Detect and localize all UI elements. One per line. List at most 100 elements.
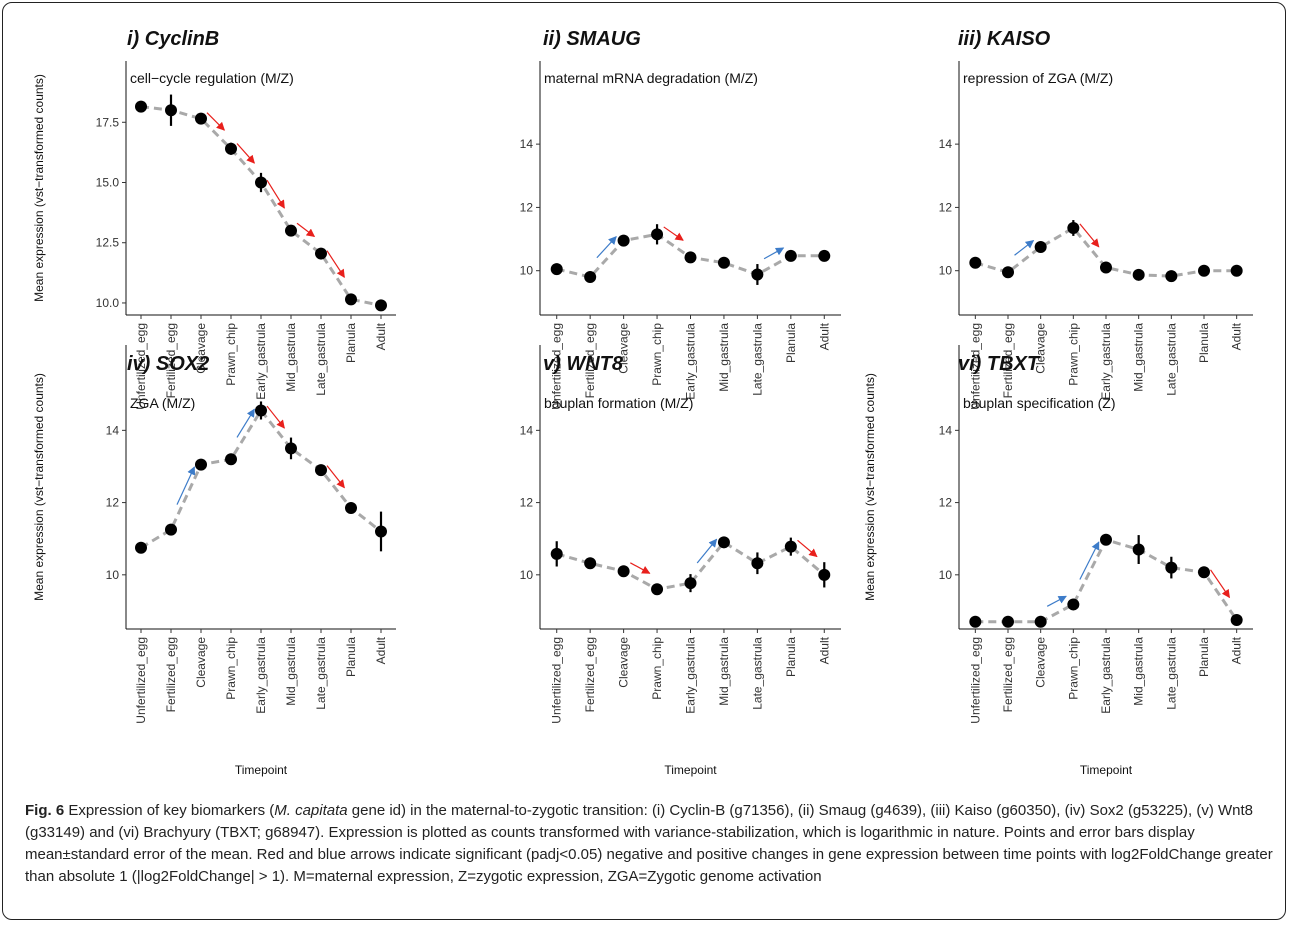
x-tick-label: Planula [784, 637, 798, 677]
panel-3: iii) KAISO repression of ZGA (M/Z) 10 12 14 U… [939, 28, 1253, 410]
down-arrow [326, 250, 345, 278]
x-tick-label: Mid_gastrula [1132, 323, 1146, 392]
x-tick-label: Planula [1197, 323, 1211, 363]
x-tick-label: Early_gastrula [254, 323, 268, 400]
x-tick-label: Early_gastrula [1099, 323, 1113, 400]
down-arrow [630, 562, 651, 574]
y-tick-label: 10 [520, 264, 534, 278]
data-point [969, 256, 982, 269]
series-line [140, 407, 382, 549]
panel-title: ii) SMAUG [543, 28, 641, 50]
x-tick-label: Fertilized_egg [583, 323, 597, 398]
y-tick-label: 14 [939, 423, 953, 437]
y-tick-label: 14 [106, 423, 120, 437]
x-tick-label: Early_gastrula [254, 637, 268, 714]
y-tick-label: 12 [939, 200, 953, 214]
data-point [550, 263, 563, 276]
x-tick-label: Adult [374, 322, 388, 350]
x-tick-label: Late_gastrula [750, 637, 764, 710]
x-tick-label: Mid_gastrula [717, 323, 731, 392]
data-point [684, 251, 697, 264]
data-point [195, 458, 207, 471]
x-tick-label: Fertilized_egg [164, 323, 178, 398]
panel-2: ii) SMAUG maternal mRNA degradation (M/Z)… [520, 28, 841, 410]
series-line [974, 226, 1237, 278]
x-tick-label: Unfertilized_egg [134, 637, 148, 724]
data-point [818, 568, 831, 581]
data-point [225, 142, 237, 155]
up-arrow [696, 538, 718, 564]
y-tick-label: 12 [939, 496, 953, 510]
x-tick-label: Prawn_chip [1066, 323, 1080, 386]
data-point [1198, 566, 1210, 579]
x-tick-label: Late_gastrula [314, 323, 328, 396]
x-tick-label: Early_gastrula [684, 323, 698, 400]
figure-caption: Fig. 6 Expression of key biomarkers (M. … [25, 800, 1275, 888]
y-tick-label: 10 [520, 568, 534, 582]
panel-subtitle: cell−cycle regulation (M/Z) [130, 70, 294, 86]
up-arrow [1079, 541, 1100, 580]
x-tick-label: Adult [1230, 636, 1244, 664]
data-point [315, 247, 327, 260]
up-arrow [1046, 595, 1067, 607]
panel-title: iii) KAISO [958, 28, 1051, 50]
panel-subtitle: ZGA (M/Z) [130, 395, 195, 411]
data-point [751, 557, 764, 570]
y-tick-label: 15.0 [96, 176, 120, 190]
x-tick-label: Unfertilized_egg [550, 637, 564, 724]
panel-title: iv) SOX2 [127, 353, 209, 375]
down-arrow [266, 405, 285, 429]
x-tick-label: Prawn_chip [650, 323, 664, 386]
data-point [225, 453, 237, 466]
data-point [1132, 268, 1145, 281]
data-point [1034, 240, 1047, 253]
panel-subtitle: bauplan formation (M/Z) [544, 395, 693, 411]
data-point [135, 100, 147, 113]
data-point [584, 271, 597, 284]
down-arrow [236, 143, 255, 164]
data-point [684, 577, 697, 590]
data-point [651, 228, 664, 241]
x-tick-label: Cleavage [617, 637, 631, 688]
down-arrow [266, 179, 285, 209]
x-tick-label: Mid_gastrula [717, 637, 731, 706]
x-tick-label: Unfertilized_egg [968, 323, 982, 410]
x-tick-label: Unfertilized_egg [968, 637, 982, 724]
x-tick-label: Fertilized_egg [1001, 323, 1015, 398]
data-point [165, 523, 177, 536]
panel-title: v) WNT8 [543, 353, 624, 375]
panel-1: i) CyclinB cell−cycle regulation (M/Z) 10.… [32, 28, 396, 410]
panel-5: v) WNT8 bauplan formation (M/Z) 10 12 14 Unfe… [520, 345, 841, 777]
data-point [1067, 598, 1080, 611]
data-point [285, 442, 297, 455]
series-line [140, 105, 382, 307]
x-tick-label: Late_gastrula [1164, 323, 1178, 396]
y-tick-label: 14 [520, 423, 534, 437]
x-axis-title: Timepoint [1080, 763, 1133, 777]
x-tick-label: Prawn_chip [1066, 637, 1080, 700]
data-point [1100, 533, 1112, 546]
panel-subtitle: maternal mRNA degradation (M/Z) [544, 70, 758, 86]
y-axis-title: Mean expression (vst−transformed counts) [32, 373, 46, 601]
x-axis-title: Timepoint [235, 763, 288, 777]
panel-subtitle: repression of ZGA (M/Z) [963, 70, 1113, 86]
data-point [584, 557, 597, 570]
data-point [255, 176, 267, 189]
data-point [285, 224, 297, 237]
up-arrow [596, 236, 617, 259]
x-tick-label: Late_gastrula [750, 323, 764, 396]
x-axis-title: Timepoint [664, 763, 717, 777]
x-tick-label: Adult [817, 322, 831, 350]
y-tick-label: 14 [520, 137, 534, 151]
y-tick-label: 12 [520, 496, 534, 510]
panel-4: iv) SOX2 ZGA (M/Z) 10 12 14 Unfertilized_egg F… [32, 345, 396, 777]
x-tick-label: Mid_gastrula [284, 637, 298, 706]
x-tick-label: Cleavage [1034, 637, 1048, 688]
data-point [255, 404, 267, 417]
down-arrow [326, 465, 345, 489]
x-tick-label: Adult [817, 636, 831, 664]
y-tick-label: 10 [939, 568, 953, 582]
up-arrow [236, 408, 255, 438]
y-tick-label: 12.5 [96, 236, 120, 250]
